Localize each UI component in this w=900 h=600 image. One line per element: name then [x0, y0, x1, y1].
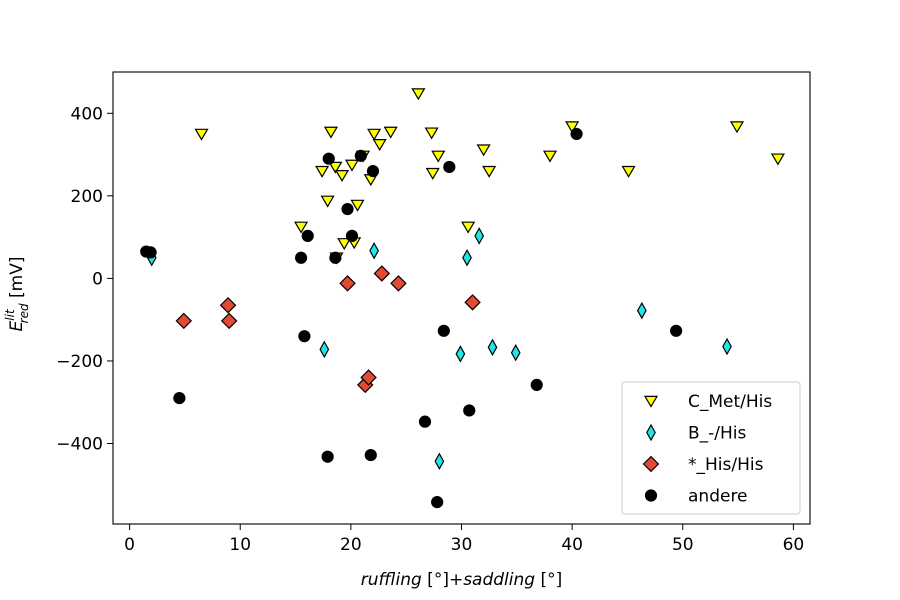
- x-tick-label: 0: [124, 535, 135, 555]
- data-point: [220, 312, 238, 330]
- y-axis: −400 −200 0 200 400 Elitred [mV]: [3, 104, 113, 455]
- legend-marker-b-his: [646, 423, 656, 442]
- data-point: [328, 161, 343, 174]
- data-point: [337, 238, 352, 251]
- data-point: [294, 221, 309, 234]
- data-point: [424, 127, 439, 140]
- data-point: [510, 343, 521, 362]
- data-point: [570, 127, 583, 141]
- data-point: [173, 392, 186, 405]
- data-point: [487, 338, 498, 357]
- data-point: [476, 144, 491, 157]
- data-point: [219, 296, 237, 314]
- data-point: [383, 126, 398, 139]
- data-point: [319, 340, 330, 359]
- data-point: [431, 496, 444, 509]
- data-point: [301, 229, 314, 242]
- data-point: [621, 165, 636, 178]
- x-axis-label: ruffling [°]+saddling [°]: [361, 570, 563, 590]
- x-tick-label: 50: [672, 535, 694, 555]
- data-point: [294, 251, 308, 264]
- y-axis-label: Elitred [mV]: [3, 257, 31, 332]
- data-point: [373, 265, 391, 282]
- data-point: [530, 378, 543, 391]
- data-point: [461, 221, 476, 234]
- data-point: [722, 337, 732, 356]
- data-point: [434, 452, 445, 470]
- data-point: [144, 246, 157, 259]
- data-point: [372, 139, 387, 152]
- data-point: [437, 324, 450, 337]
- data-point: [482, 165, 497, 178]
- legend-label-andere: andere: [688, 487, 748, 507]
- data-point: [350, 199, 365, 212]
- legend-marker-his-his: [642, 455, 660, 473]
- series-andere: [140, 127, 683, 509]
- data-point: [411, 88, 426, 101]
- legend-box: [621, 381, 801, 515]
- data-point: [565, 121, 580, 134]
- x-tick-label: 20: [340, 535, 362, 555]
- data-point: [542, 150, 558, 163]
- data-point: [341, 202, 354, 216]
- data-point: [298, 330, 311, 343]
- data-point: [367, 128, 382, 141]
- data-point: [194, 128, 209, 141]
- data-point: [339, 275, 356, 292]
- data-point: [455, 345, 466, 363]
- data-point: [390, 275, 407, 292]
- data-point: [464, 294, 481, 311]
- legend-label-b-his: B_-/His: [688, 424, 747, 444]
- data-point: [322, 152, 335, 165]
- data-point: [345, 229, 359, 242]
- data-point: [366, 164, 380, 178]
- legend-marker-c-met-his: [643, 395, 659, 408]
- legend-label-his-his: *_His/His: [688, 455, 764, 475]
- y-tick-label: −400: [56, 435, 103, 455]
- data-point: [364, 448, 377, 462]
- data-point: [443, 160, 456, 174]
- data-point: [418, 415, 432, 428]
- data-point: [636, 301, 647, 320]
- x-tick-label: 10: [229, 535, 251, 555]
- data-point: [321, 450, 334, 463]
- data-point: [425, 167, 440, 180]
- data-point: [334, 169, 350, 182]
- data-point: [360, 369, 377, 386]
- x-tick-label: 30: [451, 535, 473, 555]
- y-tick-label: 0: [92, 269, 103, 289]
- data-point: [770, 153, 785, 166]
- data-point: [344, 159, 360, 172]
- data-point: [315, 165, 330, 178]
- data-point: [474, 227, 485, 245]
- legend-marker-andere: [644, 489, 658, 502]
- data-point: [369, 242, 379, 260]
- data-point: [463, 404, 476, 417]
- data-point: [329, 251, 342, 264]
- series-his-his: [175, 265, 481, 394]
- series-c-met-his: [194, 88, 785, 265]
- data-point: [323, 126, 338, 139]
- data-point: [320, 195, 335, 208]
- x-tick-label: 40: [561, 535, 583, 555]
- x-tick-label: 60: [783, 535, 805, 555]
- data-point: [354, 149, 367, 162]
- data-point: [462, 249, 472, 267]
- data-point: [431, 150, 446, 163]
- plot-area: [112, 71, 811, 525]
- x-axis: 0 10 20 30 40 50 60 ruffling [°]+saddling [°]: [124, 524, 804, 590]
- y-tick-label: −200: [56, 352, 103, 372]
- data-point: [175, 312, 193, 330]
- y-tick-label: 200: [71, 187, 103, 207]
- legend-label-c-met-his: C_Met/His: [688, 392, 772, 412]
- data-point: [670, 324, 683, 337]
- data-point: [729, 121, 745, 134]
- y-tick-label: 400: [71, 104, 103, 124]
